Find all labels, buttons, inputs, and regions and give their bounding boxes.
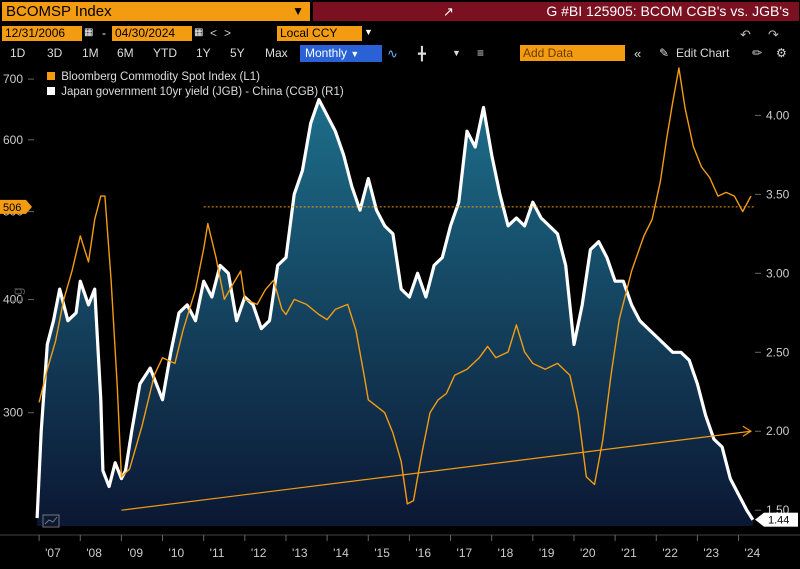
left-tick-label: 700 bbox=[3, 72, 23, 86]
period-1d[interactable]: 1D bbox=[10, 46, 26, 60]
end-calendar-icon[interactable]: ▦ bbox=[194, 27, 204, 38]
x-tick-label: '08 bbox=[86, 546, 102, 560]
legend-swatch-orange bbox=[47, 72, 55, 80]
pencil-icon[interactable]: ✎ bbox=[659, 46, 670, 60]
right-tick-label: 2.50 bbox=[766, 345, 790, 359]
indicator-icon[interactable]: ≡ bbox=[477, 46, 485, 60]
right-tick-label: 3.00 bbox=[766, 266, 790, 280]
ticker-label: BCOMSP Index bbox=[6, 3, 112, 20]
legend-swatch-white bbox=[47, 87, 55, 95]
date-separator: - bbox=[102, 26, 106, 40]
last-value-left: 506 bbox=[3, 202, 21, 214]
left-tick-label: 300 bbox=[3, 406, 23, 420]
external-link-icon[interactable]: ↗ bbox=[443, 4, 454, 19]
yield-spread-area bbox=[37, 99, 753, 526]
start-date-input[interactable]: 12/31/2006 bbox=[2, 26, 82, 41]
last-value-tag-right-pointer bbox=[755, 512, 764, 527]
x-tick-label: '18 bbox=[498, 546, 514, 560]
x-tick-label: '16 bbox=[415, 546, 431, 560]
x-tick-label: '23 bbox=[703, 546, 719, 560]
legend-label-yield: Japan government 10yr yield (JGB) - Chin… bbox=[61, 86, 344, 98]
date-range-row: 12/31/2006 ▦ - 04/30/2024 ▦ < > Local CC… bbox=[0, 24, 800, 42]
period-1m[interactable]: 1M bbox=[82, 46, 99, 60]
frequency-label: Monthly bbox=[305, 46, 348, 60]
legend-item-bcom: Bloomberg Commodity Spot Index (L1) bbox=[47, 70, 344, 85]
mini-chart-icon-line bbox=[44, 516, 58, 525]
end-date-input[interactable]: 04/30/2024 bbox=[112, 26, 192, 41]
bcom-index-line bbox=[38, 67, 752, 505]
start-calendar-icon[interactable]: ▦ bbox=[84, 27, 94, 38]
settings-gear-icon[interactable]: ⚙ bbox=[776, 46, 787, 60]
legend-label-bcom: Bloomberg Commodity Spot Index (L1) bbox=[61, 71, 260, 83]
right-tick-label: 4.00 bbox=[766, 108, 790, 122]
chart-svg: 300400500600700Lg1.502.002.503.003.504.0… bbox=[0, 63, 800, 566]
legend-item-yield: Japan government 10yr yield (JGB) - Chin… bbox=[47, 85, 344, 100]
last-value-tag-left-pointer bbox=[26, 199, 32, 214]
next-arrow-icon[interactable]: > bbox=[224, 26, 232, 40]
yield-spread-line bbox=[35, 97, 755, 521]
redo-icon[interactable]: ↷ bbox=[768, 27, 779, 42]
currency-select[interactable]: Local CCY bbox=[277, 26, 362, 41]
right-tick-label: 2.00 bbox=[766, 424, 790, 438]
prev-arrow-icon[interactable]: < bbox=[210, 26, 218, 40]
period-5y[interactable]: 5Y bbox=[230, 46, 245, 60]
chart-legend: Bloomberg Commodity Spot Index (L1) Japa… bbox=[47, 70, 344, 100]
frequency-select[interactable]: Monthly ▼ bbox=[300, 45, 382, 62]
x-tick-label: '11 bbox=[210, 546, 225, 560]
left-tick-label: 600 bbox=[3, 133, 23, 147]
edit-chart-button[interactable]: Edit Chart bbox=[676, 46, 730, 60]
period-ytd[interactable]: YTD bbox=[153, 46, 177, 60]
x-tick-label: '13 bbox=[292, 546, 308, 560]
currency-label: Local CCY bbox=[280, 26, 338, 40]
trend-arrow-line bbox=[121, 430, 751, 511]
x-tick-label: '15 bbox=[374, 546, 390, 560]
x-tick-label: '24 bbox=[745, 546, 761, 560]
bar-chart-icon[interactable]: ╋ bbox=[418, 46, 426, 61]
currency-dropdown-icon[interactable]: ▼ bbox=[364, 27, 373, 37]
left-tick-label: 400 bbox=[3, 292, 23, 306]
right-tick-label: 3.50 bbox=[766, 187, 790, 201]
x-tick-label: '14 bbox=[333, 546, 349, 560]
period-6m[interactable]: 6M bbox=[117, 46, 134, 60]
x-tick-label: '21 bbox=[621, 546, 637, 560]
frequency-dropdown-icon: ▼ bbox=[350, 49, 360, 59]
ticker-field[interactable]: BCOMSP Index ▼ bbox=[2, 2, 310, 21]
collapse-icon[interactable]: « bbox=[634, 46, 642, 61]
x-tick-label: '22 bbox=[662, 546, 678, 560]
mini-chart-icon bbox=[42, 514, 60, 528]
line-chart-icon[interactable]: ∿ bbox=[387, 46, 398, 61]
chart-area: 300400500600700Lg1.502.002.503.003.504.0… bbox=[0, 63, 800, 566]
header-row: BCOMSP Index ▼ ↗ G #BI 125905: BCOM CGB'… bbox=[0, 0, 800, 22]
x-tick-label: '07 bbox=[45, 546, 61, 560]
period-1y[interactable]: 1Y bbox=[196, 46, 211, 60]
undo-icon[interactable]: ↶ bbox=[740, 27, 751, 42]
ticker-dropdown-icon[interactable]: ▼ bbox=[292, 4, 304, 18]
last-value-tag-left bbox=[0, 199, 26, 214]
period-3d[interactable]: 3D bbox=[47, 46, 63, 60]
x-tick-label: '12 bbox=[251, 546, 267, 560]
x-tick-label: '19 bbox=[539, 546, 555, 560]
x-tick-label: '09 bbox=[127, 546, 143, 560]
chart-title-bar: ↗ G #BI 125905: BCOM CGB's vs. JGB's bbox=[313, 2, 799, 21]
add-data-input[interactable]: Add Data bbox=[520, 45, 625, 61]
chart-type-dropdown-icon[interactable]: ▼ bbox=[452, 48, 461, 58]
annotate-icon[interactable]: ✏ bbox=[752, 46, 763, 60]
period-max[interactable]: Max bbox=[265, 46, 288, 60]
x-tick-label: '20 bbox=[580, 546, 596, 560]
left-axis-label: Lg bbox=[9, 287, 25, 303]
trend-arrow-head bbox=[742, 425, 753, 437]
x-tick-label: '10 bbox=[169, 546, 185, 560]
chart-title: G #BI 125905: BCOM CGB's vs. JGB's bbox=[546, 3, 789, 19]
x-tick-label: '17 bbox=[457, 546, 473, 560]
last-value-tag-right bbox=[764, 512, 798, 527]
toolbar: 1D 3D 1M 6M YTD 1Y 5Y Max Monthly ▼ ∿ ╋ … bbox=[0, 44, 800, 63]
last-value-right: 1.44 bbox=[768, 515, 789, 527]
